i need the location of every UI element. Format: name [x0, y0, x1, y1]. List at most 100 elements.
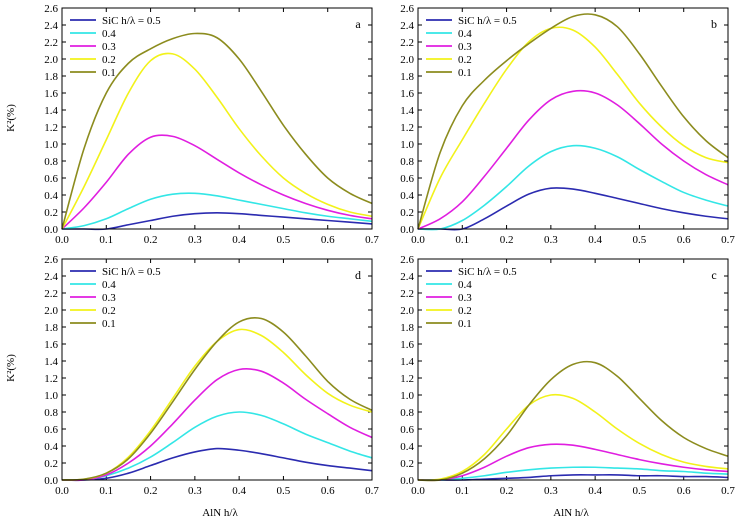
- x-tick-label: 0.4: [588, 485, 602, 497]
- x-axis-label-right: AlN h/λ: [553, 507, 589, 519]
- series-line-0-4: [61, 192, 373, 230]
- y-tick-label: 2.6: [44, 254, 58, 266]
- legend-label: 0.2: [102, 54, 116, 66]
- y-tick-label: 1.8: [400, 71, 414, 83]
- y-tick-label: 2.0: [400, 305, 414, 317]
- series-line-0-2: [417, 393, 729, 481]
- y-tick-label: 0.2: [44, 207, 58, 219]
- y-tick-label: 0.4: [400, 441, 414, 453]
- series-line-0-1: [61, 316, 373, 481]
- y-tick-label: 1.4: [44, 105, 58, 117]
- y-tick-label: 2.6: [400, 254, 414, 266]
- panel-d: 0.0 0.1 0.2 0.3 0.4 0.5 0.6 0.70.00.20.40.60.81…: [44, 254, 379, 497]
- y-tick-label: 0.0: [400, 224, 414, 236]
- y-tick-label: 0.4: [44, 190, 58, 202]
- series-line-0-3: [417, 443, 729, 482]
- y-tick-label: 1.4: [400, 105, 414, 117]
- y-tick-label: 0.2: [44, 458, 58, 470]
- y-tick-label: 1.6: [44, 339, 58, 351]
- x-tick-label: 0.1: [455, 485, 469, 497]
- legend-label: 0.1: [102, 318, 116, 330]
- series-line-0-5: [61, 447, 373, 481]
- legend-label: 0.2: [102, 305, 116, 317]
- y-tick-label: 1.4: [400, 356, 414, 368]
- series-line-0-2: [61, 52, 373, 230]
- legend-label: SiC h/λ = 0.5: [102, 15, 161, 27]
- y-tick-label: 2.4: [400, 20, 414, 32]
- y-tick-label: 0.4: [400, 190, 414, 202]
- y-tick-label: 0.6: [400, 424, 414, 436]
- x-tick-label: 0.4: [232, 485, 246, 497]
- x-tick-label: 0.7: [721, 234, 735, 246]
- y-tick-label: 2.6: [44, 3, 58, 15]
- x-tick-label: 0.2: [500, 485, 514, 497]
- y-tick-label: 0.8: [400, 156, 414, 168]
- x-tick-label: 0.0: [55, 485, 69, 497]
- panel-a: 0.0 0.1 0.2 0.3 0.4 0.5 0.6 0.70.00.20.40.60.81…: [44, 3, 379, 246]
- y-tick-label: 2.0: [44, 305, 58, 317]
- x-tick-label: 0.6: [677, 234, 691, 246]
- y-tick-label: 1.4: [44, 356, 58, 368]
- plot-frame: [61, 258, 373, 481]
- legend-label: 0.3: [458, 41, 472, 53]
- y-tick-label: 2.2: [400, 37, 414, 49]
- plot-frame: [61, 7, 373, 230]
- y-tick-label: 0.6: [44, 173, 58, 185]
- y-tick-label: 1.2: [400, 373, 414, 385]
- y-tick-label: 1.2: [44, 122, 58, 134]
- plot-frame: [417, 258, 729, 481]
- y-tick-label: 1.0: [44, 139, 58, 151]
- x-tick-label: 0.7: [365, 485, 379, 497]
- y-tick-label: 1.2: [44, 373, 58, 385]
- legend-label: 0.1: [102, 67, 116, 79]
- x-tick-label: 0.4: [232, 234, 246, 246]
- panel-c: 0.0 0.1 0.2 0.3 0.4 0.5 0.6 0.70.00.20.40.60.81…: [400, 254, 735, 497]
- series-line-0-5: [61, 212, 373, 231]
- x-tick-label: 0.1: [99, 485, 113, 497]
- y-tick-label: 1.0: [400, 390, 414, 402]
- panel-letter: a: [355, 17, 361, 31]
- y-tick-label: 1.0: [44, 390, 58, 402]
- x-tick-label: 0.0: [411, 234, 425, 246]
- y-tick-label: 2.2: [44, 288, 58, 300]
- series-line-0-5: [417, 187, 729, 231]
- legend-label: 0.4: [458, 28, 472, 40]
- y-tick-label: 0.4: [44, 441, 58, 453]
- y-tick-label: 0.8: [44, 407, 58, 419]
- y-tick-label: 0.2: [400, 458, 414, 470]
- y-axis-label-top: K²(%): [5, 104, 17, 132]
- y-tick-label: 0.6: [44, 424, 58, 436]
- x-tick-label: 0.4: [588, 234, 602, 246]
- legend-label: 0.4: [102, 28, 116, 40]
- y-tick-label: 0.0: [400, 475, 414, 487]
- legend-label: SiC h/λ = 0.5: [102, 266, 161, 278]
- plot-frame: [417, 7, 729, 230]
- x-tick-label: 0.6: [321, 234, 335, 246]
- series-line-0-4: [417, 144, 729, 231]
- legend-label: SiC h/λ = 0.5: [458, 15, 517, 27]
- x-tick-label: 0.2: [144, 485, 158, 497]
- y-tick-label: 1.2: [400, 122, 414, 134]
- series-line-0-4: [417, 466, 729, 481]
- y-tick-label: 1.8: [400, 322, 414, 334]
- x-tick-label: 0.5: [633, 485, 647, 497]
- y-tick-label: 0.6: [400, 173, 414, 185]
- y-tick-label: 2.2: [400, 288, 414, 300]
- x-tick-label: 0.1: [455, 234, 469, 246]
- series-line-0-2: [61, 328, 373, 481]
- y-tick-label: 0.8: [44, 156, 58, 168]
- legend-label: SiC h/λ = 0.5: [458, 266, 517, 278]
- x-tick-label: 0.0: [411, 485, 425, 497]
- y-tick-label: 2.2: [44, 37, 58, 49]
- x-tick-label: 0.3: [188, 234, 202, 246]
- y-tick-label: 1.6: [400, 339, 414, 351]
- x-tick-label: 0.2: [500, 234, 514, 246]
- x-tick-label: 0.3: [544, 485, 558, 497]
- x-tick-label: 0.5: [277, 485, 291, 497]
- x-tick-label: 0.0: [55, 234, 69, 246]
- x-tick-label: 0.7: [721, 485, 735, 497]
- x-tick-label: 0.5: [633, 234, 647, 246]
- legend-label: 0.3: [458, 292, 472, 304]
- x-tick-label: 0.6: [321, 485, 335, 497]
